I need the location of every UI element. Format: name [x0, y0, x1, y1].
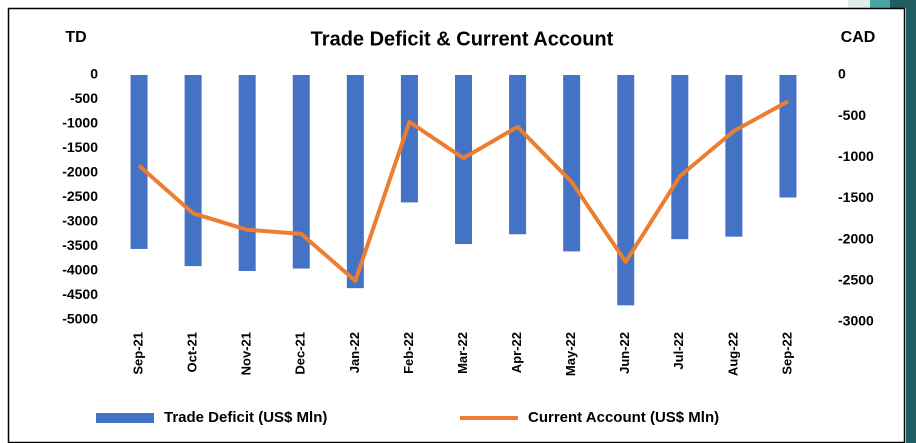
- bar: [725, 75, 743, 237]
- x-tick-label: Mar-22: [455, 332, 470, 374]
- y2-axis-label: CAD: [841, 29, 876, 46]
- y-tick-label: -3000: [62, 213, 98, 229]
- y2-tick-label: -2500: [838, 272, 874, 288]
- bar: [346, 75, 364, 289]
- y2-tick-label: -2000: [838, 230, 874, 246]
- x-tick-label: Jun-22: [617, 332, 632, 374]
- y2-tick-label: 0: [838, 66, 846, 82]
- bar: [238, 75, 256, 271]
- y-tick-label: -3500: [62, 237, 98, 253]
- bar: [563, 75, 581, 252]
- bar: [400, 75, 418, 203]
- x-tick-label: Sep-22: [779, 332, 794, 375]
- bar: [671, 75, 689, 240]
- y-tick-label: -1500: [62, 139, 98, 155]
- x-tick-label: Sep-21: [130, 332, 145, 375]
- y-tick-label: -4000: [62, 262, 98, 278]
- x-tick-label: Jan-22: [347, 332, 362, 373]
- bar: [130, 75, 148, 249]
- x-tick-label: Oct-21: [185, 332, 200, 372]
- x-tick-label: Dec-21: [293, 332, 308, 375]
- chart-title: Trade Deficit & Current Account: [311, 28, 614, 50]
- x-tick-label: Nov-21: [239, 332, 254, 375]
- y-axis-label: TD: [65, 29, 86, 46]
- y-tick-label: -2000: [62, 164, 98, 180]
- y2-tick-label: -1500: [838, 189, 874, 205]
- y-tick-label: 0: [90, 66, 98, 82]
- y-tick-label: -5000: [62, 311, 98, 327]
- bar: [509, 75, 527, 235]
- decoration: [848, 0, 870, 8]
- x-tick-label: Apr-22: [509, 332, 524, 373]
- legend-label: Trade Deficit (US$ Mln): [164, 409, 327, 426]
- bar: [779, 75, 797, 198]
- decoration: [890, 0, 916, 8]
- y-tick-label: -500: [70, 90, 98, 106]
- decoration: [906, 8, 916, 443]
- bar: [617, 75, 635, 306]
- y2-tick-label: -1000: [838, 148, 874, 164]
- legend-label: Current Account (US$ Mln): [528, 409, 719, 426]
- decoration: [870, 0, 890, 8]
- x-tick-label: Aug-22: [725, 332, 740, 376]
- y-tick-label: -1000: [62, 115, 98, 131]
- bar: [184, 75, 202, 267]
- bar: [292, 75, 310, 269]
- x-tick-label: Jul-22: [671, 332, 686, 370]
- y2-tick-label: -500: [838, 107, 866, 123]
- y2-tick-label: -3000: [838, 313, 874, 329]
- line: [137, 99, 789, 283]
- y-tick-label: -4500: [62, 286, 98, 302]
- y-tick-label: -2500: [62, 188, 98, 204]
- x-tick-label: Feb-22: [401, 332, 416, 374]
- legend-swatch: [96, 413, 154, 423]
- x-tick-label: May-22: [563, 332, 578, 376]
